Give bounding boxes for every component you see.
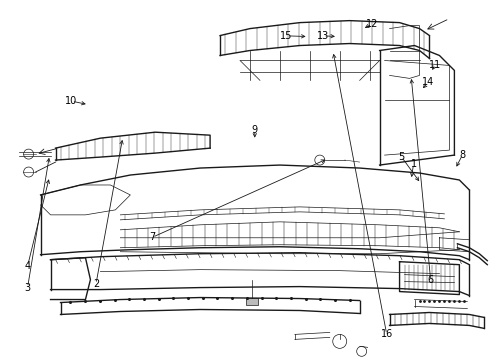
- Text: 9: 9: [252, 125, 258, 135]
- Text: 10: 10: [66, 96, 78, 106]
- Text: 2: 2: [93, 279, 99, 289]
- Text: 6: 6: [428, 275, 434, 285]
- Text: 7: 7: [149, 232, 155, 242]
- Text: 4: 4: [24, 261, 31, 271]
- Text: 8: 8: [459, 150, 466, 160]
- Text: 15: 15: [280, 31, 293, 41]
- Text: 11: 11: [429, 59, 441, 69]
- Text: 1: 1: [411, 159, 416, 169]
- Text: 12: 12: [366, 19, 378, 29]
- Bar: [246, 298, 258, 305]
- Text: 5: 5: [398, 152, 404, 162]
- Text: 3: 3: [24, 283, 31, 293]
- Text: 16: 16: [381, 329, 393, 339]
- Text: 14: 14: [422, 77, 434, 87]
- Text: 13: 13: [317, 31, 329, 41]
